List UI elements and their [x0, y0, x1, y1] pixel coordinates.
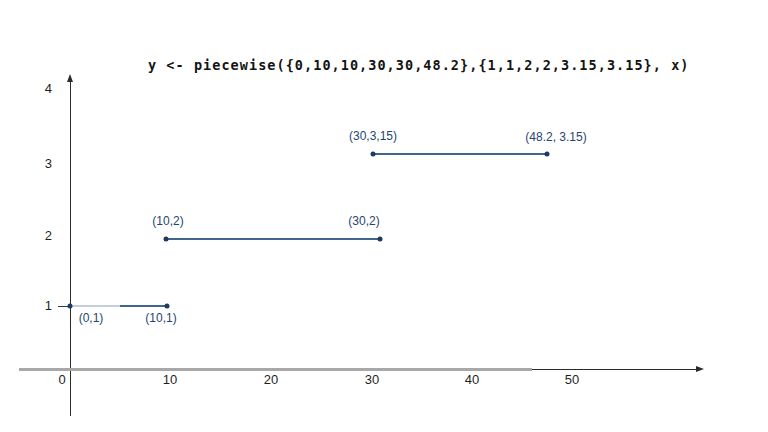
y-tick-label-1: 1 — [30, 298, 52, 313]
x-tick-label-20: 20 — [264, 372, 278, 387]
y-tick-label-2: 2 — [30, 228, 52, 243]
data-point-482-315 — [545, 152, 550, 157]
x-tick-label-40: 40 — [465, 372, 479, 387]
x-tick-label-0: 0 — [58, 372, 65, 387]
data-point-10-2 — [164, 237, 169, 242]
x-tick-label-30: 30 — [365, 372, 379, 387]
segment-line-2 — [166, 238, 380, 240]
x-axis-arrow-icon — [696, 366, 704, 372]
chart-title: y <- piecewise({0,10,10,30,30,48.2},{1,1… — [148, 57, 689, 73]
point-label-30-2: (30,2) — [348, 214, 379, 228]
y-axis-arrow-icon — [67, 74, 73, 82]
data-point-10-1 — [165, 304, 170, 309]
y-tick-label-3: 3 — [30, 156, 52, 171]
x-tick-label-50: 50 — [565, 372, 579, 387]
point-label-30-315: (30,3,15) — [349, 129, 397, 143]
chart-canvas: y <- piecewise({0,10,10,30,30,48.2},{1,1… — [0, 0, 768, 432]
segment-line-3 — [373, 153, 547, 155]
point-label-10-1: (10,1) — [145, 311, 176, 325]
segment-line-1 — [70, 305, 167, 307]
data-point-30-2 — [378, 237, 383, 242]
data-point-30-315 — [371, 152, 376, 157]
x-axis-line-gray — [19, 368, 532, 371]
point-label-10-2: (10,2) — [152, 214, 183, 228]
y-tick-label-4: 4 — [30, 81, 52, 96]
x-axis-line-black — [532, 369, 698, 370]
y-axis-line — [70, 80, 71, 416]
point-label-482-315: (48.2, 3.15) — [525, 130, 586, 144]
point-label-0-1: (0,1) — [79, 311, 104, 325]
data-point-0-1 — [68, 304, 73, 309]
x-tick-label-10: 10 — [163, 372, 177, 387]
